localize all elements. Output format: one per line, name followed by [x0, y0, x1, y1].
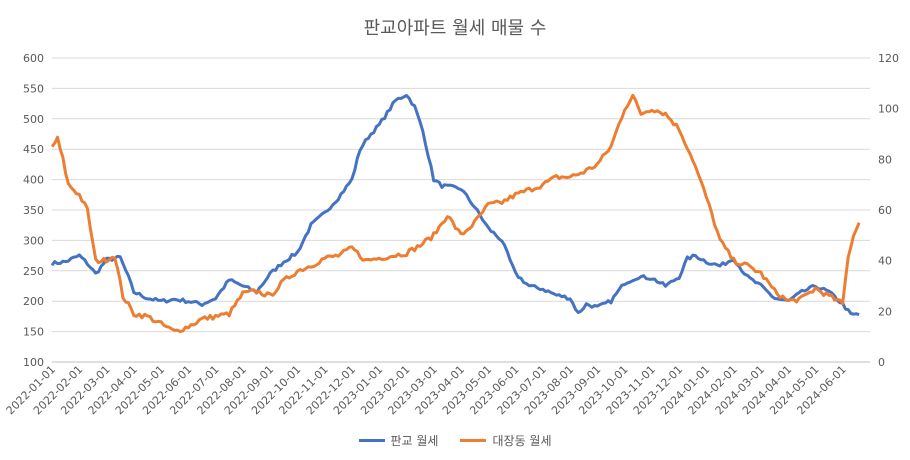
left-tick-label: 100: [23, 356, 44, 369]
legend-label-daejangdong: 대장동 월세: [492, 434, 552, 448]
right-tick-label: 100: [878, 103, 899, 116]
right-tick-label: 80: [878, 153, 892, 166]
right-tick-label: 60: [878, 204, 892, 217]
left-tick-label: 400: [23, 174, 44, 187]
right-tick-label: 40: [878, 255, 892, 268]
legend-swatch-pangyo: [358, 439, 385, 442]
left-tick-label: 150: [23, 326, 44, 339]
legend-swatch-daejangdong: [460, 439, 487, 442]
left-axis-ticks: 600 550 500 450 400 350 300 250 200 150 100: [23, 52, 44, 369]
right-tick-label: 120: [878, 52, 899, 65]
gridlines: [52, 57, 870, 363]
left-tick-label: 250: [23, 265, 44, 278]
legend-item-pangyo[interactable]: 판교 월세: [358, 432, 439, 449]
chart-title: 판교아파트 월세 매물 수: [363, 18, 547, 39]
series-line-daejangdong: [50, 93, 861, 334]
left-tick-label: 300: [23, 234, 44, 247]
series-line-pangyo: [50, 94, 860, 317]
right-axis-ticks: 120 100 80 60 40 20 0: [878, 52, 899, 369]
legend-item-daejangdong[interactable]: 대장동 월세: [460, 432, 552, 449]
right-tick-label: 0: [878, 356, 885, 369]
left-tick-label: 600: [23, 52, 44, 65]
left-tick-label: 550: [23, 82, 44, 95]
left-tick-label: 200: [23, 295, 44, 308]
left-tick-label: 350: [23, 204, 44, 217]
series-lines: [50, 93, 861, 334]
left-tick-label: 500: [23, 113, 44, 126]
left-tick-label: 450: [23, 143, 44, 156]
legend: 판교 월세 대장동 월세: [0, 432, 910, 449]
legend-label-pangyo: 판교 월세: [390, 434, 439, 448]
right-tick-label: 20: [878, 305, 892, 318]
x-axis-ticks: 2022-01-012022-02-012022-03-012022-04-01…: [4, 363, 849, 417]
